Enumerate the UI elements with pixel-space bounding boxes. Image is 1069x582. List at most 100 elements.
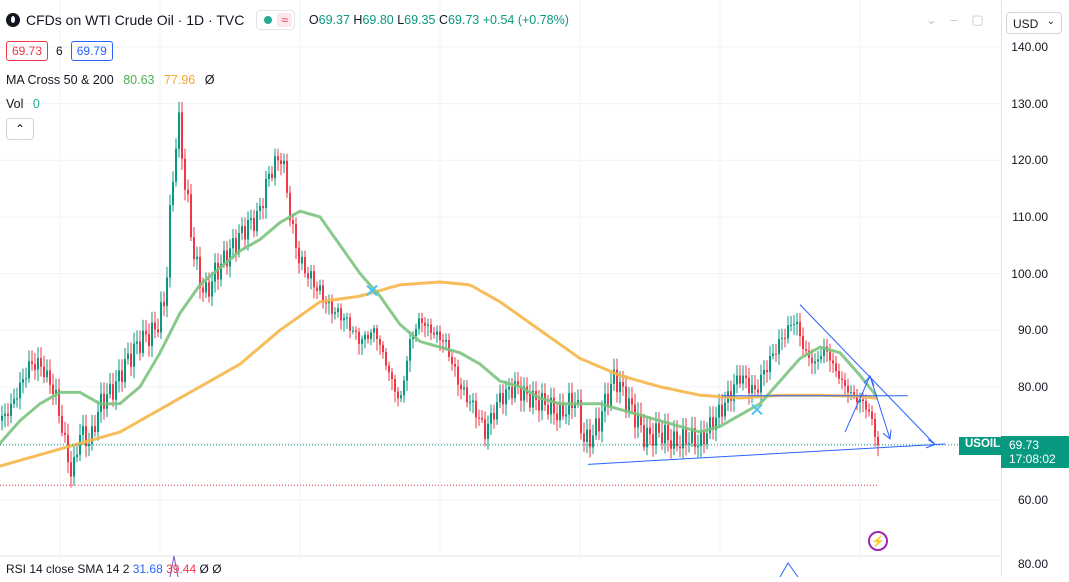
- candle-body: [877, 436, 879, 445]
- candle-body: [547, 404, 549, 415]
- candle-body: [283, 160, 285, 164]
- candle-body: [340, 308, 342, 321]
- candle-body: [163, 302, 165, 306]
- chevron-down-icon[interactable]: ⌄: [926, 12, 937, 27]
- candle-body: [103, 393, 105, 409]
- candle-body: [10, 403, 12, 417]
- candle-body: [457, 366, 459, 385]
- candle-body: [196, 256, 198, 260]
- minimize-icon[interactable]: –: [950, 12, 958, 27]
- candle-body: [712, 417, 714, 430]
- candle-body: [718, 404, 720, 418]
- low-value: 69.35: [404, 13, 436, 27]
- candle-body: [613, 369, 615, 384]
- trade-buttons: 69.73 6 69.79: [6, 41, 113, 61]
- candle-body: [145, 330, 147, 335]
- candle-body: [481, 417, 483, 420]
- candle-body: [583, 433, 585, 442]
- candle-body: [784, 338, 786, 340]
- lightning-icon[interactable]: ⚡: [868, 531, 888, 551]
- candle-body: [703, 431, 705, 445]
- currency-label: USD: [1013, 17, 1039, 31]
- candle-body: [322, 285, 324, 302]
- candle-body: [436, 331, 438, 335]
- rsi-label: RSI 14 close SMA 14 2: [6, 562, 130, 576]
- candle-body: [211, 281, 213, 297]
- buy-button[interactable]: 69.79: [70, 41, 113, 61]
- price-axis[interactable]: 140.00 130.00 120.00 110.00 100.00 90.00 80.00…: [1001, 0, 1069, 577]
- candle-body: [496, 402, 498, 420]
- candle-body: [874, 418, 876, 437]
- rsi-legend[interactable]: RSI 14 close SMA 14 2 31.68 39.44 Ø Ø: [6, 562, 222, 576]
- price-axis-label: 80.00: [1017, 379, 1048, 394]
- candle-body: [313, 271, 315, 288]
- support-trendline: [587, 443, 946, 465]
- data-delay-icon: ≈: [277, 13, 292, 27]
- candle-body: [235, 238, 237, 254]
- candle-body: [250, 218, 252, 220]
- resistance-trendline: [799, 304, 936, 445]
- candle-body: [202, 287, 204, 293]
- candle-body: [763, 370, 765, 375]
- candle-body: [277, 156, 279, 161]
- candle-body: [511, 386, 513, 399]
- candle-body: [190, 194, 192, 238]
- volume-legend[interactable]: Vol 0: [6, 97, 40, 111]
- candle-body: [115, 381, 117, 400]
- candle-body: [493, 412, 495, 420]
- candle-body: [454, 364, 456, 367]
- candle-body: [154, 322, 156, 330]
- candle-body: [811, 357, 813, 364]
- candle-body: [58, 389, 60, 416]
- price-axis-label: 110.00: [1012, 209, 1048, 224]
- ma50-value: 80.63: [123, 73, 155, 87]
- candle-body: [232, 238, 234, 249]
- market-status-pill[interactable]: ≈: [256, 10, 295, 30]
- symbol-title[interactable]: CFDs on WTI Crude Oil · 1D · TVC: [26, 12, 245, 28]
- candle-body: [793, 323, 795, 325]
- candle-body: [253, 218, 255, 232]
- candle-body: [628, 398, 630, 413]
- candle-body: [265, 178, 267, 209]
- candle-body: [241, 226, 243, 234]
- candle-body: [724, 402, 726, 417]
- candle-body: [367, 334, 369, 339]
- candle-body: [244, 226, 246, 240]
- candle-body: [838, 371, 840, 379]
- candle-body: [592, 435, 594, 448]
- candle-body: [820, 356, 822, 360]
- chart-canvas[interactable]: [0, 0, 1000, 578]
- candle-body: [508, 386, 510, 390]
- candle-body: [604, 393, 606, 412]
- candle-body: [667, 424, 669, 441]
- currency-select[interactable]: USD ⌄: [1006, 12, 1062, 34]
- chart-plot-area[interactable]: [0, 0, 1000, 578]
- ma-cross-legend[interactable]: MA Cross 50 & 200 80.63 77.96 Ø: [6, 73, 214, 87]
- candle-body: [589, 429, 591, 448]
- sell-button[interactable]: 69.73: [6, 41, 49, 61]
- maximize-icon[interactable]: ▢: [971, 12, 984, 27]
- candle-body: [859, 399, 861, 403]
- price-axis-label: 90.00: [1017, 323, 1048, 338]
- candle-body: [238, 233, 240, 254]
- candle-body: [637, 413, 639, 428]
- collapse-legend-button[interactable]: ⌃: [6, 118, 34, 140]
- window-controls: ⌄ – ▢: [926, 12, 994, 28]
- candle-body: [31, 361, 33, 364]
- candle-body: [850, 392, 852, 394]
- candle-body: [409, 339, 411, 361]
- candle-body: [601, 411, 603, 432]
- candle-body: [88, 443, 90, 447]
- candle-body: [616, 369, 618, 393]
- candle-body: [484, 419, 486, 439]
- candle-body: [16, 398, 18, 400]
- candle-body: [181, 112, 183, 159]
- candle-body: [355, 330, 357, 332]
- projection-down: [869, 375, 891, 439]
- candle-body: [781, 338, 783, 340]
- candle-body: [121, 370, 123, 383]
- candle-body: [412, 336, 414, 340]
- candle-body: [400, 395, 402, 399]
- candle-body: [337, 308, 339, 313]
- candle-body: [832, 360, 834, 364]
